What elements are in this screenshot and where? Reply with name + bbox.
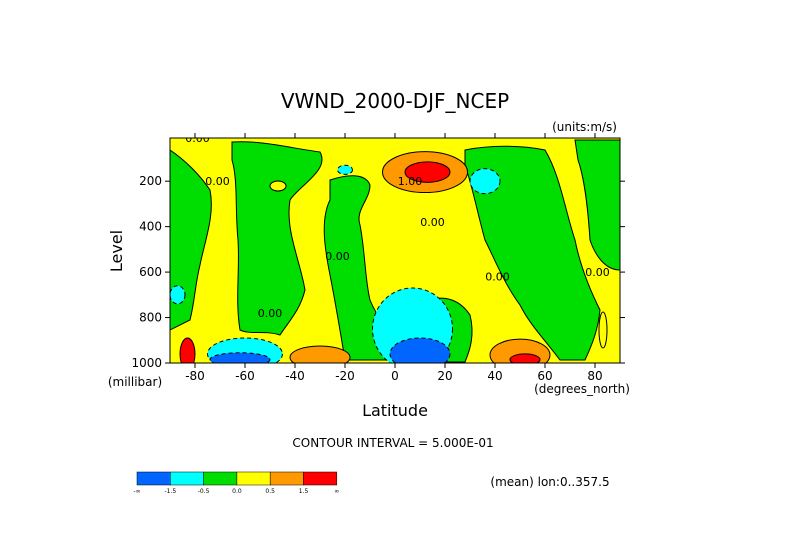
region-strong-positive-10 — [509, 353, 541, 363]
x-tick-label: -60 — [235, 369, 255, 383]
y-axis-label: Level — [107, 230, 126, 272]
x-tick-label: -80 — [185, 369, 205, 383]
legend-swatch — [269, 471, 304, 486]
x-axis-label: Latitude — [362, 401, 428, 420]
x-tick-label: -40 — [285, 369, 305, 383]
green-band-2 — [323, 175, 401, 361]
legend-swatch — [136, 471, 171, 486]
y-tick-label: 400 — [139, 220, 162, 234]
axes: -80 -60 -40 -20 0 20 40 60 80 200 400 600 800 1000 — [131, 133, 625, 383]
plot-area: 0.00 0.00 1.00 0.00 0.00 0.00 0.00 0.00 — [170, 132, 620, 363]
contour-label: 0.00 — [185, 132, 210, 145]
legend-swatch — [203, 471, 238, 486]
y-tick-label: 200 — [139, 174, 162, 188]
contour-interval-text: CONTOUR INTERVAL = 5.000E-01 — [292, 436, 493, 450]
legend-label: -1.5 — [164, 488, 176, 495]
x-tick-label: -20 — [335, 369, 355, 383]
contour-label: 1.00 — [398, 175, 423, 188]
green-band-3 — [464, 145, 601, 361]
mean-lon-text: (mean) lon:0..357.5 — [490, 475, 609, 489]
anomaly-regions: 0.00 0.00 1.00 0.00 0.00 0.00 0.00 0.00 — [170, 132, 610, 363]
legend-swatch — [236, 471, 271, 486]
region-negative-2 — [469, 168, 501, 195]
x-tick-label: 60 — [537, 369, 552, 383]
x-tick-label: 40 — [487, 369, 502, 383]
region-strong-negative-7 — [209, 352, 271, 363]
x-axis-unit: (degrees_north) — [534, 382, 630, 396]
units-label: (units:m/s) — [552, 120, 617, 134]
legend-label: 1.5 — [299, 488, 309, 495]
contour-label: 0.00 — [205, 175, 230, 188]
color-legend: -∞ -1.5 -0.5 0.0 0.5 1.5 ∞ — [133, 471, 339, 495]
region-strong-negative-5 — [389, 337, 451, 363]
legend-label: -∞ — [133, 488, 140, 495]
legend-swatch — [170, 471, 204, 486]
contour-label: 0.00 — [420, 216, 445, 229]
contour-label: 0.00 — [485, 271, 510, 284]
contour-label: 0.00 — [258, 307, 283, 320]
y-tick-label: 600 — [139, 265, 162, 279]
legend-label: 0.5 — [265, 488, 275, 495]
region-strong-positive-11 — [179, 337, 196, 363]
green-band-1 — [231, 141, 323, 336]
contour-label: 0.00 — [585, 266, 610, 279]
region-positive-8 — [289, 345, 351, 363]
chart-title: VWND_2000-DJF_NCEP — [281, 89, 509, 113]
x-tick-label: 80 — [587, 369, 602, 383]
green-band-4 — [574, 139, 620, 271]
legend-label: 0.0 — [232, 488, 242, 495]
legend-swatch — [303, 471, 338, 486]
green-band-south-pole — [170, 149, 212, 331]
y-axis-unit: (millibar) — [108, 375, 162, 389]
contour-label: 0.00 — [325, 250, 350, 263]
yellow-inclusion-1 — [269, 180, 287, 192]
y-tick-label: 800 — [139, 311, 162, 325]
region-strong-positive-1 — [404, 161, 451, 183]
region-negative-12 — [170, 285, 186, 305]
legend-label: -0.5 — [198, 488, 210, 495]
legend-label: ∞ — [334, 488, 339, 495]
x-tick-label: 20 — [437, 369, 452, 383]
region-negative-3 — [337, 164, 353, 175]
y-tick-label: 1000 — [131, 356, 162, 370]
yellow-inclusion-2 — [598, 311, 608, 349]
x-tick-label: 0 — [391, 369, 399, 383]
